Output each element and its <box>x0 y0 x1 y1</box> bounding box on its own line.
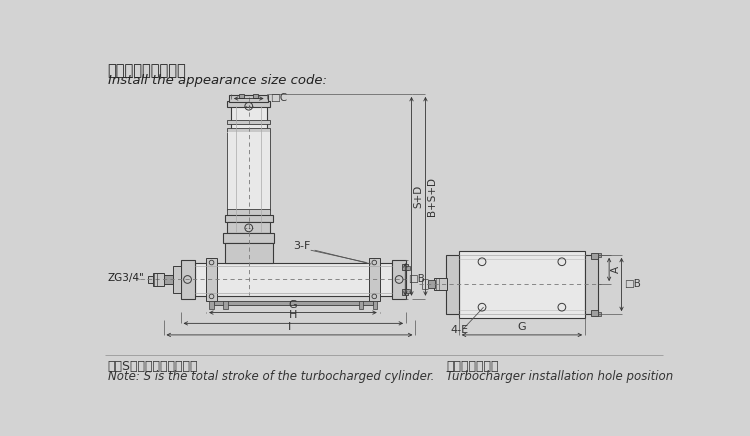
Bar <box>369 258 380 301</box>
Bar <box>206 258 217 301</box>
Bar <box>194 262 392 296</box>
Bar <box>172 266 181 293</box>
Bar <box>227 222 271 233</box>
Bar <box>153 273 164 286</box>
Text: Install the appearance size code:: Install the appearance size code: <box>108 74 327 87</box>
Bar <box>591 310 598 317</box>
Bar <box>598 253 601 257</box>
Bar <box>402 289 409 295</box>
Text: S+D: S+D <box>413 185 423 208</box>
Bar <box>254 94 258 98</box>
Text: 3-F: 3-F <box>292 242 310 252</box>
Bar <box>358 301 364 309</box>
Text: Note: S is the total stroke of the turbocharged cylinder.: Note: S is the total stroke of the turbo… <box>108 370 434 383</box>
Text: □C: □C <box>270 93 286 103</box>
Text: 增压器安装孔位: 增压器安装孔位 <box>446 360 499 372</box>
Bar <box>164 275 172 284</box>
Bar <box>434 278 447 290</box>
Text: G: G <box>289 300 297 310</box>
Text: 注：S为增压缸的总行程。: 注：S为增压缸的总行程。 <box>108 360 198 372</box>
Bar <box>224 233 274 242</box>
Bar <box>227 209 271 215</box>
Text: B+S+D: B+S+D <box>427 177 437 216</box>
Bar <box>227 132 271 210</box>
Bar <box>392 260 406 299</box>
Bar <box>214 301 373 305</box>
Bar <box>427 280 435 288</box>
Bar <box>209 301 214 309</box>
Text: I: I <box>288 322 291 332</box>
Bar <box>598 312 601 316</box>
Bar <box>406 289 410 293</box>
Bar <box>591 252 598 259</box>
Bar <box>227 120 271 124</box>
Text: □B: □B <box>408 275 424 284</box>
Text: A: A <box>610 266 621 273</box>
Bar <box>224 301 228 309</box>
Bar <box>225 242 273 262</box>
Bar <box>148 276 154 283</box>
Bar <box>227 101 271 107</box>
Bar <box>585 255 598 314</box>
Bar <box>406 266 410 270</box>
Bar <box>402 264 409 270</box>
Text: 安装外观尺寸代码：: 安装外观尺寸代码： <box>108 63 187 78</box>
Bar <box>373 301 377 309</box>
Text: G: G <box>518 322 526 332</box>
Text: Turbocharger installation hole position: Turbocharger installation hole position <box>446 370 674 383</box>
Bar <box>446 255 459 314</box>
Bar <box>239 94 244 98</box>
Text: 4-E: 4-E <box>450 325 468 335</box>
Text: ZG3/4": ZG3/4" <box>108 273 145 283</box>
Bar <box>225 215 273 222</box>
Bar <box>181 260 194 299</box>
Bar <box>227 128 271 132</box>
Bar <box>231 105 266 233</box>
Bar <box>459 251 585 318</box>
Text: H: H <box>290 310 298 320</box>
Text: □B: □B <box>624 279 640 289</box>
Bar <box>230 95 268 102</box>
